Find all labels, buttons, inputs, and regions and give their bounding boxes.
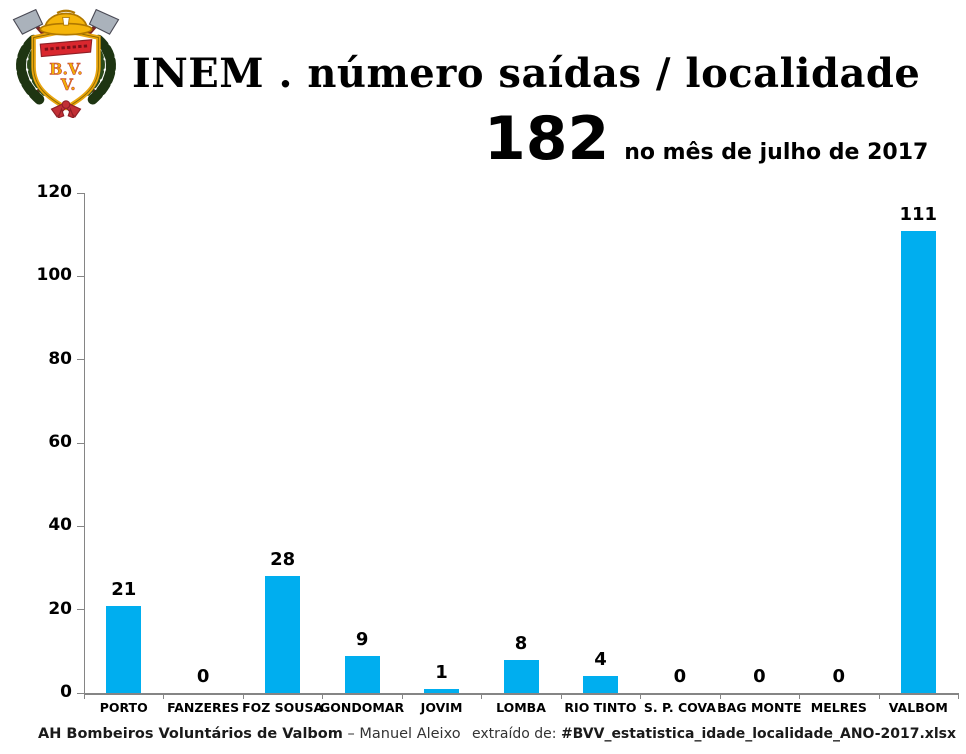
x-axis-label: PORTO [99, 700, 148, 715]
x-axis-tick [719, 693, 721, 699]
y-axis-tick [77, 525, 84, 527]
footer-source-file: #BVV_estatistica_idade_localidade_ANO-20… [560, 726, 956, 742]
banner-icon [39, 39, 93, 58]
y-axis-label: 120 [36, 182, 73, 202]
page-title: INEM . número saídas / localidade [132, 50, 921, 97]
bar-value-label: 0 [832, 666, 846, 687]
bar-value-label: 0 [673, 666, 687, 687]
stat-total-value: 182 [484, 104, 610, 174]
x-axis-tick [481, 693, 483, 699]
x-axis-label: MELRES [810, 700, 867, 715]
bar-value-label: 4 [594, 649, 607, 671]
svg-text:V.: V. [60, 75, 76, 94]
bar-value-label: 28 [270, 549, 296, 571]
stat-period-caption: no mês de julho de 2017 [624, 140, 929, 165]
y-axis-tick [77, 692, 84, 694]
y-axis-line [84, 193, 85, 693]
footer-author: – Manuel Aleixo [342, 726, 461, 742]
x-axis-line [84, 693, 959, 695]
bar-value-label: 1 [435, 661, 448, 683]
bvv-logo: B.V. V. [12, 8, 120, 118]
footer-source: extraído de: #BVV_estatistica_idade_loca… [472, 726, 956, 742]
bar-valbom [900, 230, 936, 693]
bar-lomba [503, 659, 539, 693]
x-axis-label: JOVIM [420, 700, 463, 715]
x-axis-tick [401, 693, 403, 699]
bar-jovim [424, 688, 460, 693]
bar-value-label: 9 [355, 628, 369, 650]
bar-value-label: 0 [753, 666, 766, 687]
x-axis-tick [560, 693, 562, 699]
x-axis-tick [242, 693, 244, 699]
bar-value-label: 111 [899, 203, 938, 225]
x-axis-tick [958, 693, 959, 699]
y-axis-label: 0 [60, 682, 72, 702]
helmet-icon [39, 9, 93, 36]
footer-org-name: AH Bombeiros Voluntários de Valbom [38, 726, 343, 742]
x-axis-tick [878, 693, 880, 699]
y-axis-tick [77, 359, 84, 361]
bar-foz-sousa [265, 576, 301, 693]
x-axis-tick [640, 693, 642, 699]
x-axis-label: VALBOM [888, 700, 948, 715]
bar-value-label: 21 [111, 578, 137, 600]
y-axis-label: 40 [48, 515, 72, 536]
y-axis-tick [77, 442, 84, 444]
y-axis-tick [77, 275, 84, 277]
bar-rio-tinto [582, 676, 618, 693]
x-axis-label: FANZERES [167, 700, 240, 715]
bar-gondomar [344, 655, 380, 693]
bar-porto [106, 605, 142, 693]
y-axis-tick [77, 192, 84, 194]
x-axis-label: FOZ SOUSA [242, 700, 324, 715]
ribbon-bow-icon [50, 100, 82, 118]
x-axis-label: RIO TINTO [564, 700, 637, 715]
bar-value-label: 8 [514, 632, 528, 654]
y-axis-label: 80 [48, 348, 72, 369]
x-axis-label: LOMBA [496, 700, 546, 715]
y-axis-label: 20 [48, 598, 72, 619]
y-axis-label: 100 [36, 265, 73, 286]
x-axis-tick [799, 693, 801, 699]
x-axis-label: GONDOMAR [320, 700, 405, 715]
x-axis-label: S. P. COVA [643, 700, 716, 715]
bvv-initials: B.V. V. [49, 59, 83, 94]
y-axis-label: 60 [48, 432, 72, 452]
svg-text:B.V.: B.V. [49, 59, 82, 78]
x-axis-tick [322, 693, 324, 699]
bar-value-label: 0 [196, 666, 210, 687]
footer-source-label: extraído de: [472, 726, 561, 742]
stat-row: 182 no mês de julho de 2017 [484, 108, 928, 171]
x-axis-label: BAG MONTE [717, 700, 802, 715]
footer-credit: AH Bombeiros Voluntários de Valbom – Man… [38, 726, 461, 742]
x-axis-tick [163, 693, 165, 699]
x-axis-tick [84, 693, 85, 699]
y-axis-tick [77, 609, 84, 611]
